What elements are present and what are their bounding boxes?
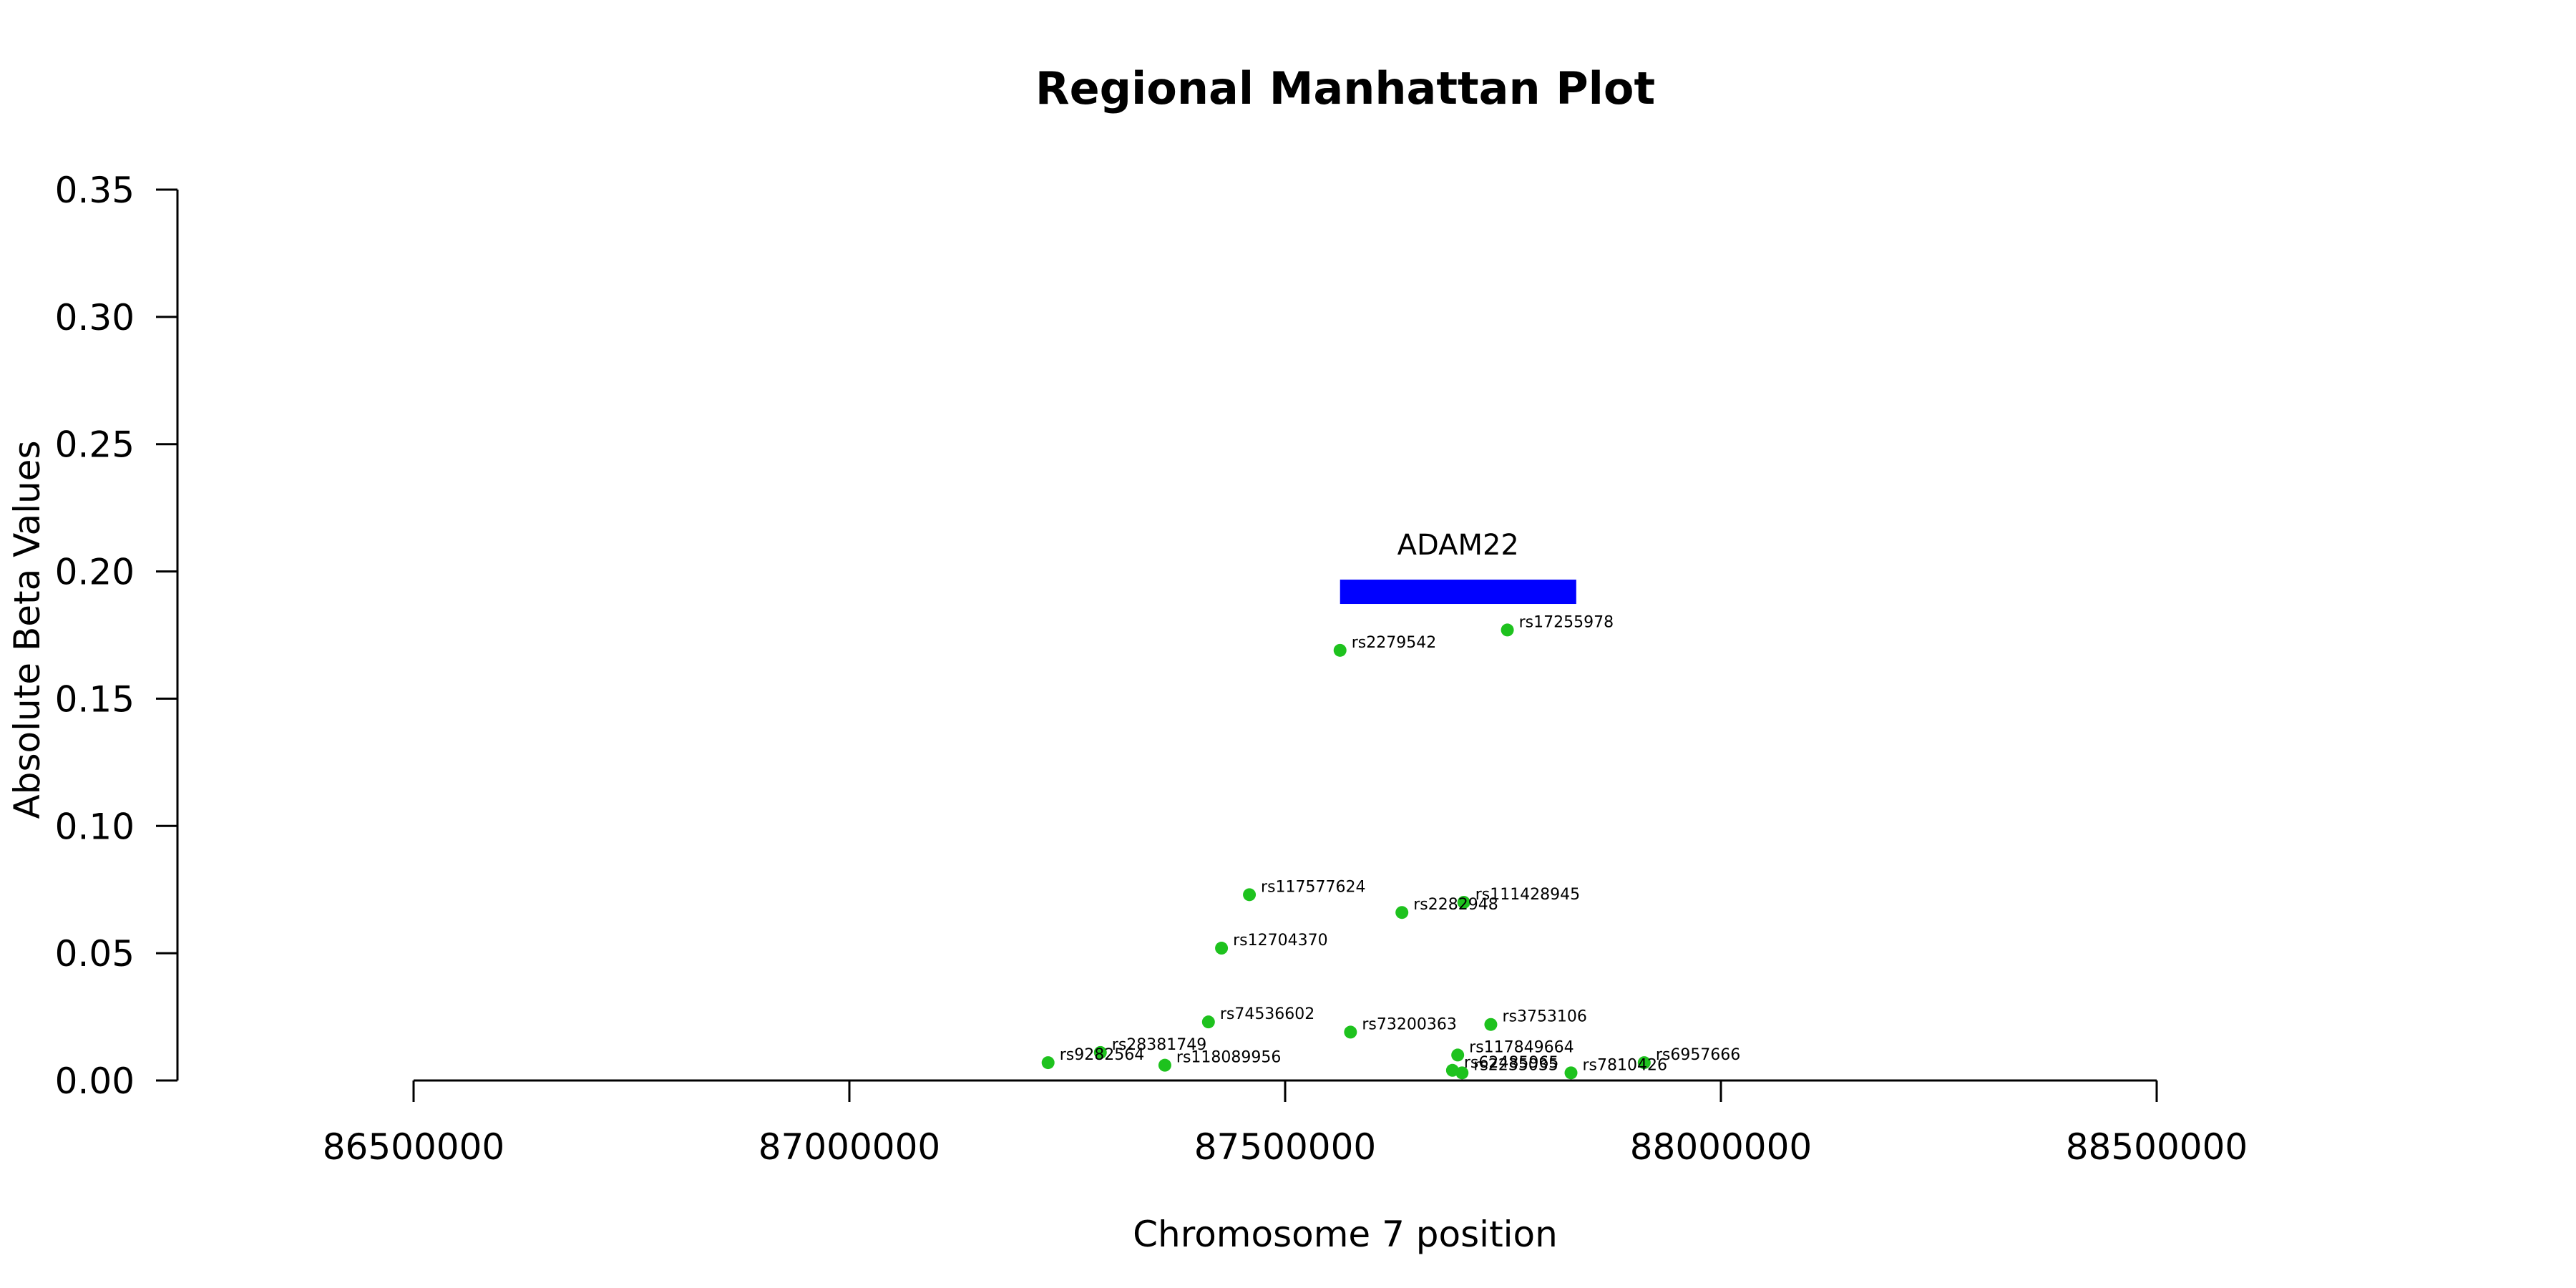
snp-point [1395, 906, 1409, 919]
snp-label: rs118089956 [1176, 1049, 1281, 1067]
gene-bar [1340, 580, 1576, 605]
snp-label: rs117849664 [1469, 1038, 1574, 1056]
y-tick-label: 0.25 [55, 424, 135, 466]
snp-label: rs2235035 [1473, 1056, 1558, 1074]
snp-label: rs62485965 [1464, 1054, 1558, 1072]
snp-point [1564, 1066, 1578, 1080]
snp-point [1158, 1058, 1171, 1072]
snp-label: rs111428945 [1475, 886, 1580, 904]
y-tick-label: 0.00 [55, 1060, 135, 1102]
snp-point [1093, 1045, 1107, 1059]
x-tick-label: 86500000 [323, 1126, 505, 1168]
points-layer: rs2279542 rs17255978 rs117577624 rs11142894… [1041, 613, 1741, 1080]
snp-point [1637, 1056, 1651, 1070]
snp-label: rs117577624 [1261, 878, 1365, 896]
snp-label: rs12704370 [1233, 932, 1327, 950]
snp-label: rs3753106 [1502, 1008, 1587, 1026]
snp-point [1457, 896, 1470, 909]
snp-point [1484, 1018, 1498, 1031]
snp-label: rs17255978 [1519, 613, 1614, 631]
snp-point [1333, 643, 1347, 657]
snp-point [1041, 1056, 1055, 1070]
snp-point [1243, 888, 1257, 902]
gene-layer: ADAM22 [1340, 529, 1576, 605]
snp-label: rs74536602 [1220, 1005, 1314, 1023]
y-tick-label: 0.15 [55, 678, 135, 720]
snp-point [1215, 942, 1229, 955]
y-tick-label: 0.20 [55, 552, 135, 593]
snp-point [1201, 1015, 1215, 1029]
snp-label: rs9282564 [1060, 1046, 1145, 1064]
y-tick-label: 0.05 [55, 933, 135, 975]
y-tick-label: 0.10 [55, 806, 135, 847]
snp-label: rs28381749 [1112, 1036, 1206, 1054]
snp-label: rs7810426 [1583, 1056, 1668, 1074]
snp-label: rs73200363 [1362, 1015, 1456, 1033]
x-tick-label: 88000000 [1630, 1126, 1813, 1168]
y-axis-label: Absolute Beta Values [6, 441, 48, 819]
snp-label: rs2282948 [1413, 896, 1498, 914]
x-axis: 86500000 87000000 87500000 88000000 88500000 [323, 1079, 2248, 1168]
y-axis: 0.00 0.05 0.10 0.15 0.20 0.25 0.30 0.35 [55, 170, 179, 1102]
snp-label: rs2279542 [1352, 634, 1437, 652]
y-tick-label: 0.35 [55, 170, 135, 211]
gene-label: ADAM22 [1397, 529, 1519, 562]
snp-point [1451, 1048, 1465, 1062]
x-tick-label: 87000000 [758, 1126, 941, 1168]
x-axis-label: Chromosome 7 position [1133, 1214, 1558, 1255]
snp-point [1501, 623, 1514, 637]
snp-label: rs6957666 [1656, 1046, 1741, 1064]
snp-point [1344, 1025, 1357, 1039]
chart-title: Regional Manhattan Plot [1035, 62, 1655, 114]
x-tick-label: 88500000 [2066, 1126, 2248, 1168]
y-tick-label: 0.30 [55, 297, 135, 338]
x-tick-label: 87500000 [1194, 1126, 1377, 1168]
snp-point [1455, 1066, 1469, 1080]
